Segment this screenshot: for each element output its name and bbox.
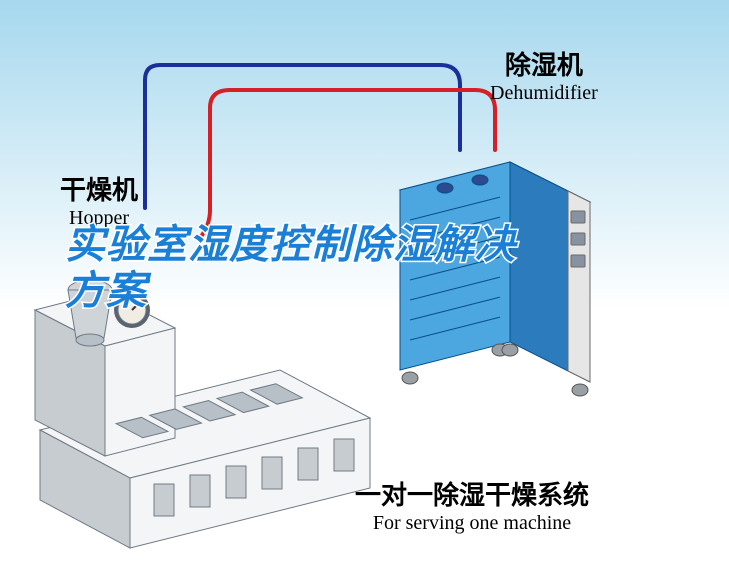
label-dehumidifier: 除湿机 Dehumidifier (490, 50, 598, 105)
overlay-line1: 实验室湿度控制除湿解决 (65, 222, 516, 268)
overlay-title: 实验室湿度控制除湿解决 方案 (65, 222, 516, 314)
label-system-cn: 一对一除湿干燥系统 (355, 480, 589, 511)
overlay-line2: 方案 (65, 268, 516, 314)
label-hopper-cn: 干燥机 (60, 175, 138, 206)
label-dehumidifier-en: Dehumidifier (490, 81, 598, 105)
label-dehumidifier-cn: 除湿机 (490, 50, 598, 81)
label-system-en: For serving one machine (355, 511, 589, 535)
label-system: 一对一除湿干燥系统 For serving one machine (355, 480, 589, 535)
